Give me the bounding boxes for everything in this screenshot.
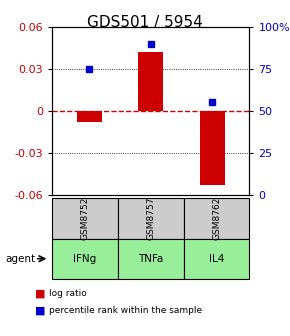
Text: IFNg: IFNg bbox=[73, 254, 97, 264]
Text: GSM8762: GSM8762 bbox=[212, 197, 221, 240]
Bar bbox=[200, 111, 225, 185]
Bar bbox=[77, 111, 102, 122]
Text: IL4: IL4 bbox=[209, 254, 224, 264]
Text: log ratio: log ratio bbox=[49, 289, 87, 298]
Text: ■: ■ bbox=[35, 289, 45, 299]
Bar bbox=[139, 52, 163, 111]
Text: GSM8752: GSM8752 bbox=[81, 197, 90, 240]
Text: GSM8757: GSM8757 bbox=[146, 197, 155, 240]
Text: percentile rank within the sample: percentile rank within the sample bbox=[49, 306, 202, 315]
Text: GDS501 / 5954: GDS501 / 5954 bbox=[87, 15, 203, 30]
Text: agent: agent bbox=[6, 254, 36, 264]
Text: ■: ■ bbox=[35, 306, 45, 316]
Text: TNFa: TNFa bbox=[138, 254, 164, 264]
